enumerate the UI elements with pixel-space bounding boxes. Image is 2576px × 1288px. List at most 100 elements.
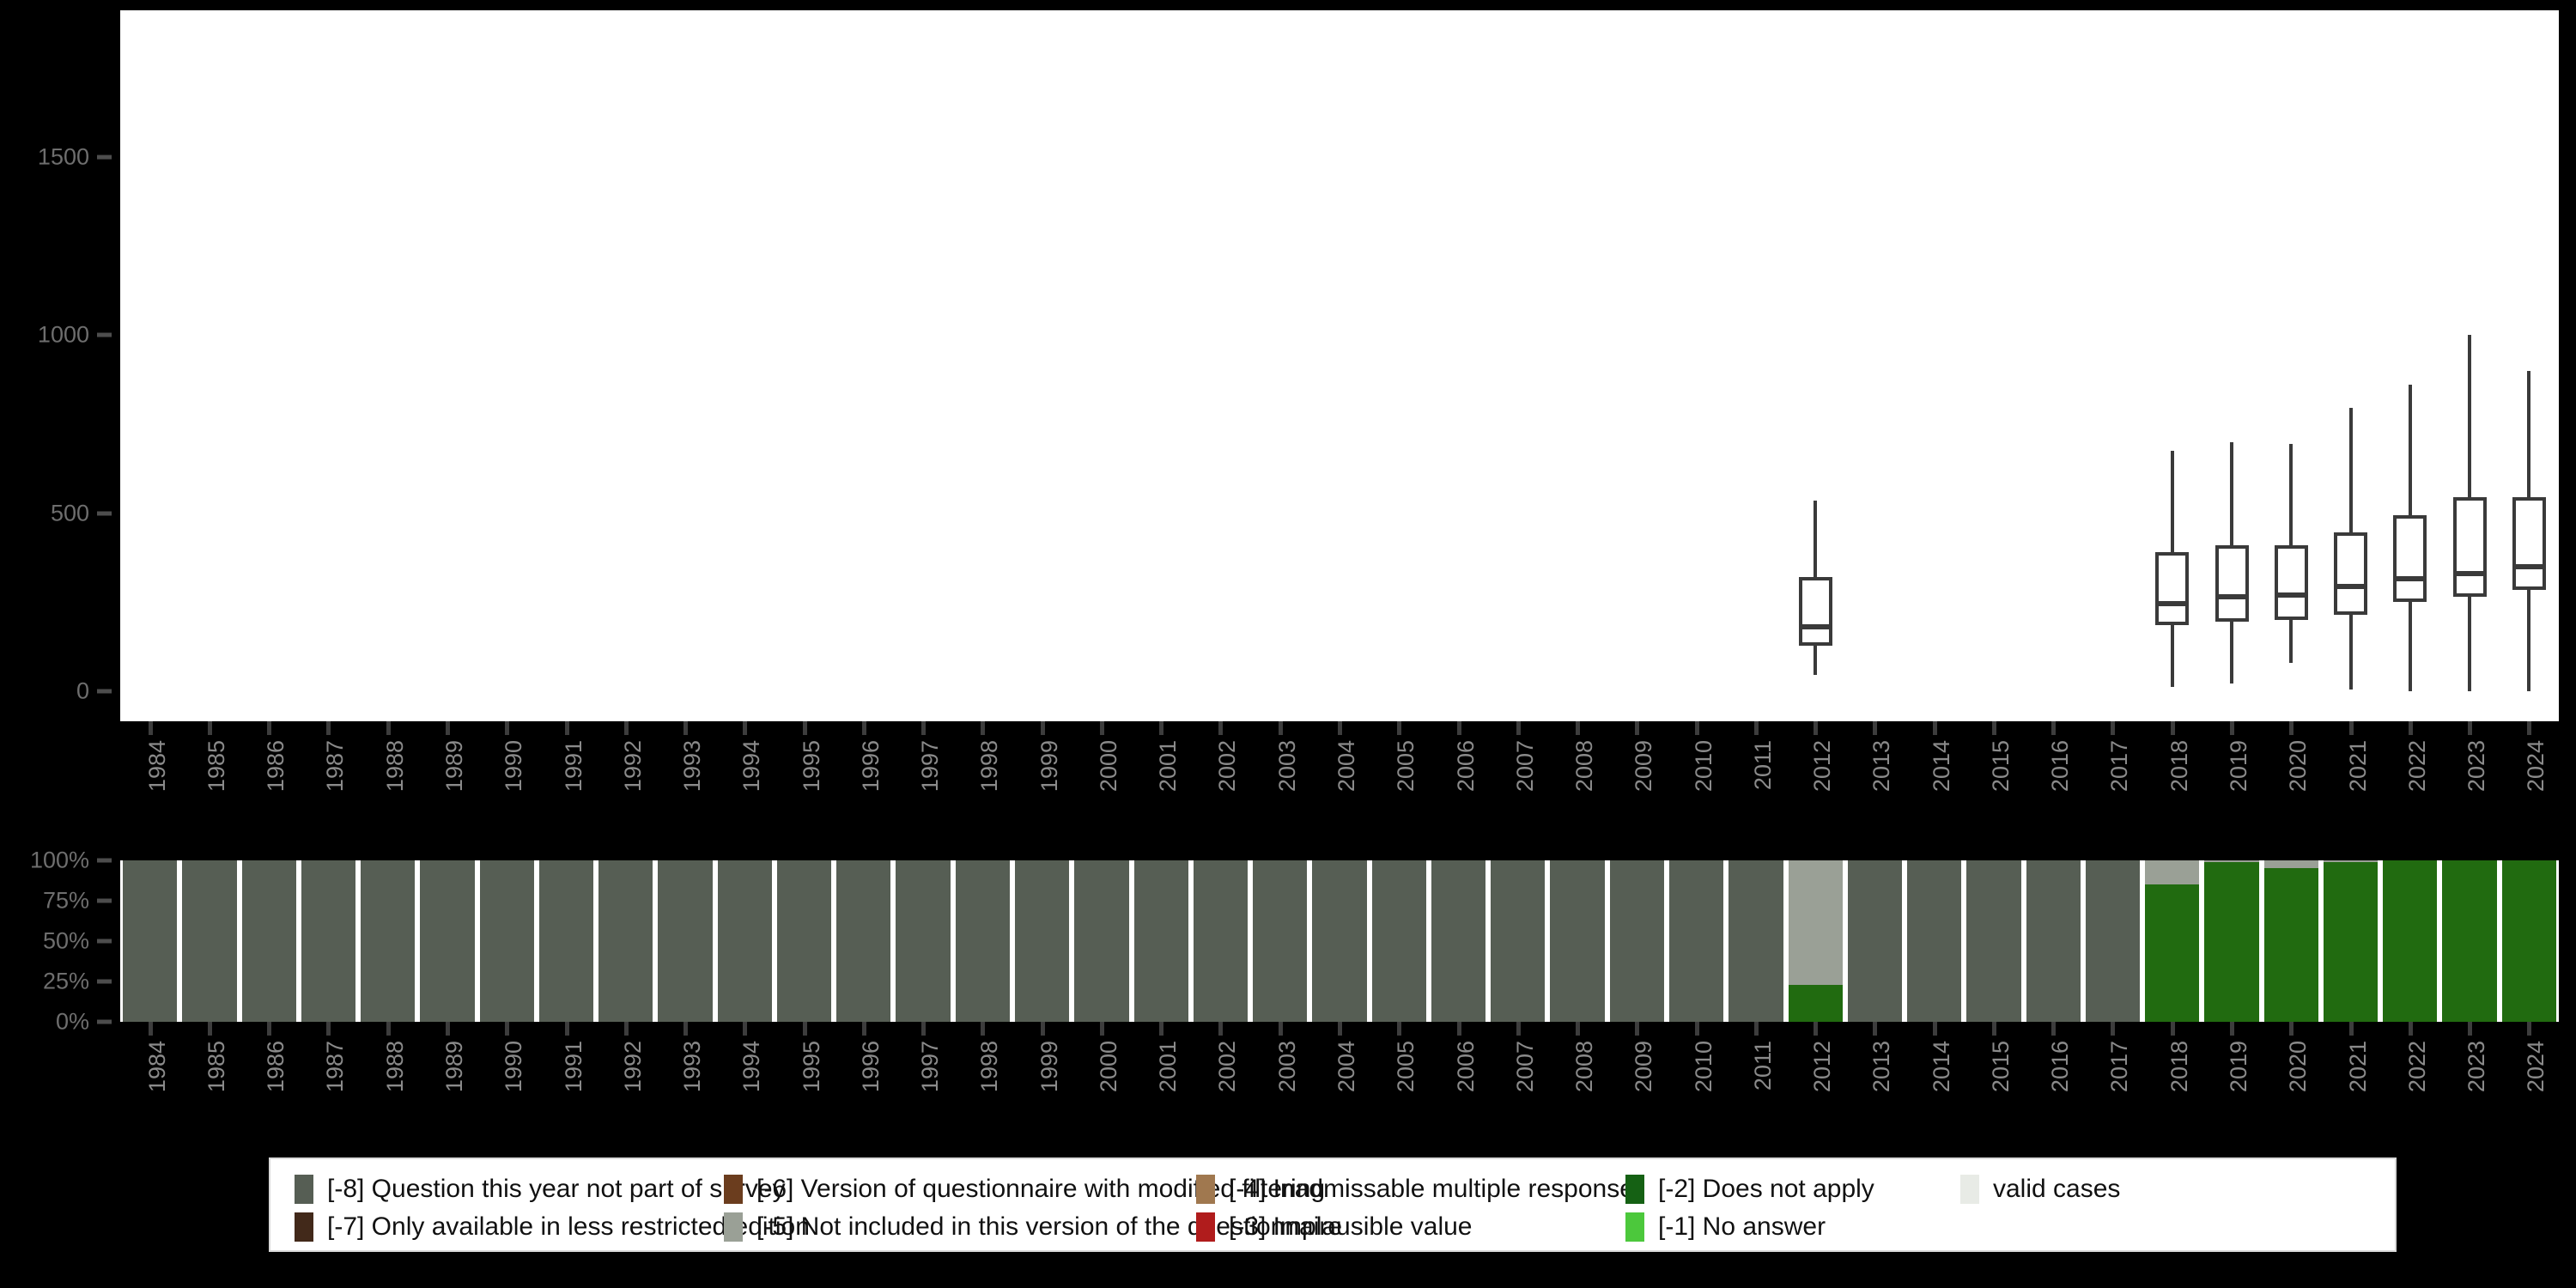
year-tick-label: 2014	[1928, 740, 1954, 793]
year-tick-label: 2008	[1571, 740, 1598, 793]
year-tick-mark	[445, 1022, 450, 1036]
missing-segment--8	[1491, 860, 1546, 1022]
year-tick-label: 2000	[1095, 740, 1121, 793]
legend-swatch-icon	[1625, 1175, 1644, 1204]
missing-segment--8	[1728, 860, 1783, 1022]
year-tick-mark	[2170, 721, 2175, 735]
year-tick-mark	[2408, 721, 2413, 735]
missing-segment--8	[1371, 860, 1426, 1022]
year-tick-label: 1992	[619, 1041, 646, 1093]
year-tick-label: 1991	[560, 740, 586, 793]
year-tick-label: 1985	[203, 740, 229, 793]
legend-swatch-icon	[724, 1175, 743, 1204]
missing-segment--8	[1015, 860, 1070, 1022]
year-tick-label: 1986	[263, 1041, 289, 1093]
missing-stack-2015	[1966, 860, 2021, 1022]
legend-item--2[interactable]: [-2] Does not apply	[1625, 1175, 1874, 1204]
year-tick-mark	[2051, 1022, 2057, 1036]
year-tick-mark	[267, 1022, 272, 1036]
legend-swatch-icon	[1625, 1212, 1644, 1242]
year-tick-mark	[1040, 1022, 1045, 1036]
year-tick-mark	[2289, 721, 2294, 735]
missing-segment--8	[241, 860, 296, 1022]
percent-y-tick-mark	[97, 979, 112, 984]
year-tick-mark	[2527, 1022, 2532, 1036]
year-tick-label: 2020	[2285, 1041, 2312, 1093]
legend-item--1[interactable]: [-1] No answer	[1625, 1212, 1826, 1242]
year-tick-mark	[1753, 721, 1759, 735]
boxplot-2019	[2202, 10, 2261, 721]
boxplot-2023	[2439, 10, 2499, 721]
year-tick-mark	[2170, 1022, 2175, 1036]
legend-item-valid[interactable]: valid cases	[1960, 1175, 2120, 1204]
year-tick-mark	[623, 721, 629, 735]
boxplot-iqr-box	[1798, 577, 1832, 646]
year-tick-label: 1997	[917, 1041, 944, 1093]
legend-item--6[interactable]: [-6] Version of questionnaire with modif…	[724, 1175, 1325, 1204]
boxplot-iqr-box	[2452, 497, 2487, 598]
legend-item--3[interactable]: [-3] Implausible value	[1196, 1212, 1472, 1242]
year-tick-label: 2009	[1631, 740, 1657, 793]
year-tick-label: 1989	[440, 740, 467, 793]
missing-stack-1998	[955, 860, 1011, 1022]
legend-label: [-3] Implausible value	[1229, 1212, 1473, 1241]
missing-segment-valid	[2501, 860, 2556, 1022]
percent-y-tick-mark	[97, 898, 112, 903]
missing-stack-1984	[123, 860, 178, 1022]
counts-y-tick-mark	[97, 332, 112, 337]
year-tick-label: 1984	[143, 1041, 170, 1093]
year-tick-mark	[445, 721, 450, 735]
year-tick-mark	[564, 721, 569, 735]
year-tick-label: 2024	[2523, 1041, 2549, 1093]
year-tick-label: 2017	[2106, 740, 2133, 793]
missing-segment--5	[1788, 860, 1843, 985]
year-tick-mark	[1397, 721, 1402, 735]
missing-stack-2024	[2501, 860, 2556, 1022]
year-tick-mark	[1576, 1022, 1581, 1036]
percent-y-tick-mark	[97, 939, 112, 944]
year-tick-label: 2010	[1690, 740, 1716, 793]
year-tick-label: 2023	[2464, 740, 2490, 793]
counts-y-tick-label: 1000	[37, 321, 89, 348]
counts-y-tick-label: 0	[76, 677, 89, 704]
year-tick-label: 2020	[2285, 740, 2312, 793]
legend-item--5[interactable]: [-5] Not included in this version of the…	[724, 1212, 1342, 1242]
year-tick-label: 1987	[322, 740, 349, 793]
missing-segment--8	[479, 860, 534, 1022]
missing-stack-2007	[1491, 860, 1546, 1022]
year-tick-mark	[1635, 1022, 1640, 1036]
year-tick-mark	[1991, 721, 1996, 735]
missing-segment--8	[1074, 860, 1129, 1022]
year-tick-mark	[1159, 1022, 1164, 1036]
year-tick-label: 1984	[143, 740, 170, 793]
missing-stack-1992	[598, 860, 653, 1022]
year-tick-label: 2019	[2226, 1041, 2252, 1093]
year-tick-mark	[981, 721, 986, 735]
year-tick-label: 2009	[1631, 1041, 1657, 1093]
year-tick-label: 2012	[1809, 740, 1836, 793]
boxplot-median	[2155, 601, 2190, 607]
legend-item--4[interactable]: [-4] Inadmissable multiple response	[1196, 1175, 1634, 1204]
year-tick-label: 2008	[1571, 1041, 1598, 1093]
legend-label: valid cases	[1993, 1175, 2121, 1203]
legend-item--8[interactable]: [-8] Question this year not part of surv…	[295, 1175, 786, 1204]
year-tick-mark	[861, 721, 866, 735]
year-tick-label: 2010	[1690, 1041, 1716, 1093]
missing-segment--8	[1907, 860, 1962, 1022]
counts-y-tick-label: 500	[50, 500, 89, 526]
year-tick-mark	[2408, 1022, 2413, 1036]
year-tick-label: 2003	[1273, 1041, 1300, 1093]
missing-stack-2008	[1550, 860, 1605, 1022]
percent-y-tick-label: 25%	[42, 968, 89, 994]
year-tick-mark	[2468, 721, 2473, 735]
missing-segment--8	[1847, 860, 1903, 1022]
counts-y-axis: 0 500 1000 1500	[0, 0, 120, 773]
missing-values-panel	[120, 860, 2559, 1022]
missing-stack-1987	[301, 860, 356, 1022]
year-tick-label: 1993	[679, 1041, 706, 1093]
missing-stack-1985	[182, 860, 237, 1022]
year-tick-label: 2002	[1214, 1041, 1241, 1093]
year-tick-mark	[1873, 721, 1878, 735]
boxplot-median	[2274, 592, 2308, 598]
missing-stack-1997	[896, 860, 951, 1022]
